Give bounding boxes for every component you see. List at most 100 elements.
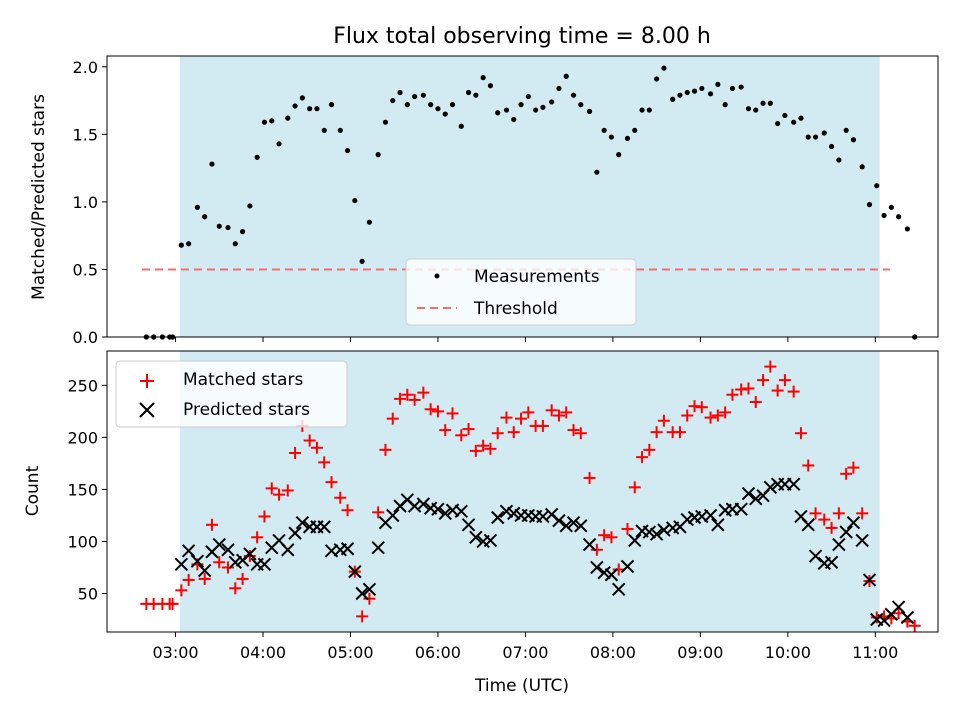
measurement-point: [269, 118, 275, 124]
measurement-point: [540, 104, 546, 110]
bottom-y-axis: 50 100 150 200 250: [67, 376, 107, 603]
matched-star-point: [778, 374, 791, 387]
matched-star-point: [612, 563, 625, 576]
measurement-point: [518, 102, 524, 108]
x-tick-label: 11:00: [852, 643, 898, 662]
top-y-tick-label: 1.5: [73, 125, 98, 144]
predicted-star-point: [483, 533, 498, 548]
measurement-point: [375, 152, 381, 158]
measurement-point: [661, 65, 667, 71]
measurement-point: [511, 116, 517, 123]
predicted-star-point: [832, 537, 846, 552]
measurement-point: [480, 75, 486, 81]
matched-star-point: [583, 471, 596, 484]
measurement-point: [639, 107, 645, 113]
matched-star-point: [735, 383, 748, 396]
measurement-point: [285, 115, 291, 121]
matched-star-point: [560, 406, 573, 419]
predicted-star-point: [416, 497, 431, 511]
measurement-point: [677, 92, 683, 98]
matched-star-point: [182, 573, 195, 586]
measurement-point: [359, 258, 365, 264]
measurement-point: [449, 102, 456, 108]
predicted-star-point: [371, 540, 385, 555]
predicted-star-point: [590, 560, 604, 575]
measurement-point: [487, 83, 494, 89]
measurement-point: [881, 212, 887, 219]
matched-star-point: [757, 374, 770, 387]
legend-measurements-marker: [434, 273, 440, 279]
matched-star-point: [213, 556, 226, 569]
measurement-point: [435, 106, 441, 112]
matched-star-point: [552, 409, 565, 422]
matched-star-point: [166, 597, 179, 610]
matched-star-point: [802, 459, 815, 472]
measurement-point: [563, 73, 569, 79]
predicted-star-point: [574, 519, 588, 533]
bottom-legend: Matched stars Predicted stars: [115, 360, 348, 428]
measurement-point: [608, 134, 615, 140]
measurement-point: [601, 127, 607, 133]
top-panel: 0.00.51.01.52.0 Matched/Predicted stars …: [29, 55, 939, 347]
x-tick-label: 10:00: [765, 643, 811, 662]
matched-star-point: [258, 510, 271, 523]
predicted-star-point: [862, 573, 877, 587]
measurement-point: [843, 127, 849, 133]
matched-star-point: [515, 412, 528, 425]
predicted-star-point: [438, 506, 452, 521]
matched-star-point: [840, 467, 853, 480]
measurement-point: [624, 135, 631, 142]
legend-threshold-label: Threshold: [473, 299, 558, 319]
measurement-point: [578, 102, 584, 108]
bottom-y-tick-label: 250: [67, 376, 98, 395]
measurement-point: [670, 96, 676, 102]
measurement-point: [239, 229, 246, 235]
matched-star-point: [832, 507, 845, 520]
matched-star-point: [636, 451, 649, 464]
measurement-point: [216, 223, 222, 229]
matched-star-point: [704, 411, 717, 424]
measurement-point: [654, 76, 660, 82]
predicted-star-point: [891, 600, 906, 614]
measurement-point: [276, 141, 282, 147]
predicted-star-point: [461, 518, 476, 532]
measurements-points: [143, 65, 918, 340]
matched-star-point: [590, 543, 603, 556]
predicted-star-point: [855, 533, 869, 548]
chart-title: Flux total observing time = 8.00 h: [333, 24, 711, 49]
measurement-point: [344, 147, 351, 154]
matched-star-point: [439, 424, 452, 437]
measurement-point: [549, 99, 555, 105]
predicted-star-point: [288, 526, 302, 540]
matched-star-point: [650, 426, 663, 439]
predicted-star-point: [749, 492, 763, 506]
predicted-star-point: [824, 555, 839, 569]
legend-matched-label: Matched stars: [183, 370, 303, 390]
matched-star-point: [500, 411, 513, 424]
measurement-point: [465, 89, 472, 96]
measurement-point: [821, 130, 827, 136]
predicted-star-point: [174, 557, 189, 572]
measurement-point: [292, 103, 298, 109]
predicted-star-point: [362, 582, 377, 597]
matched-star-point: [628, 481, 641, 494]
measurement-point: [337, 127, 343, 133]
predicted-star-point: [763, 480, 778, 495]
matched-star-point: [236, 572, 249, 585]
legend-predicted-label: Predicted stars: [183, 400, 310, 420]
predicted-star-point: [190, 554, 205, 568]
predicted-star-point: [649, 527, 664, 541]
predicted-star-point: [386, 508, 400, 523]
matched-star-point: [303, 434, 316, 447]
legend-measurements-label: Measurements: [474, 267, 600, 287]
matched-star-point: [818, 513, 831, 526]
predicted-star-point: [552, 513, 566, 528]
measurement-point: [866, 202, 873, 208]
legend-predicted-marker: [139, 402, 155, 418]
legend-matched-marker: [140, 374, 154, 388]
matched-star-point: [446, 407, 459, 420]
top-plot-frame: [106, 55, 939, 338]
measurement-point: [247, 203, 253, 209]
matched-star-point: [695, 401, 708, 414]
matched-star-point: [621, 522, 634, 535]
